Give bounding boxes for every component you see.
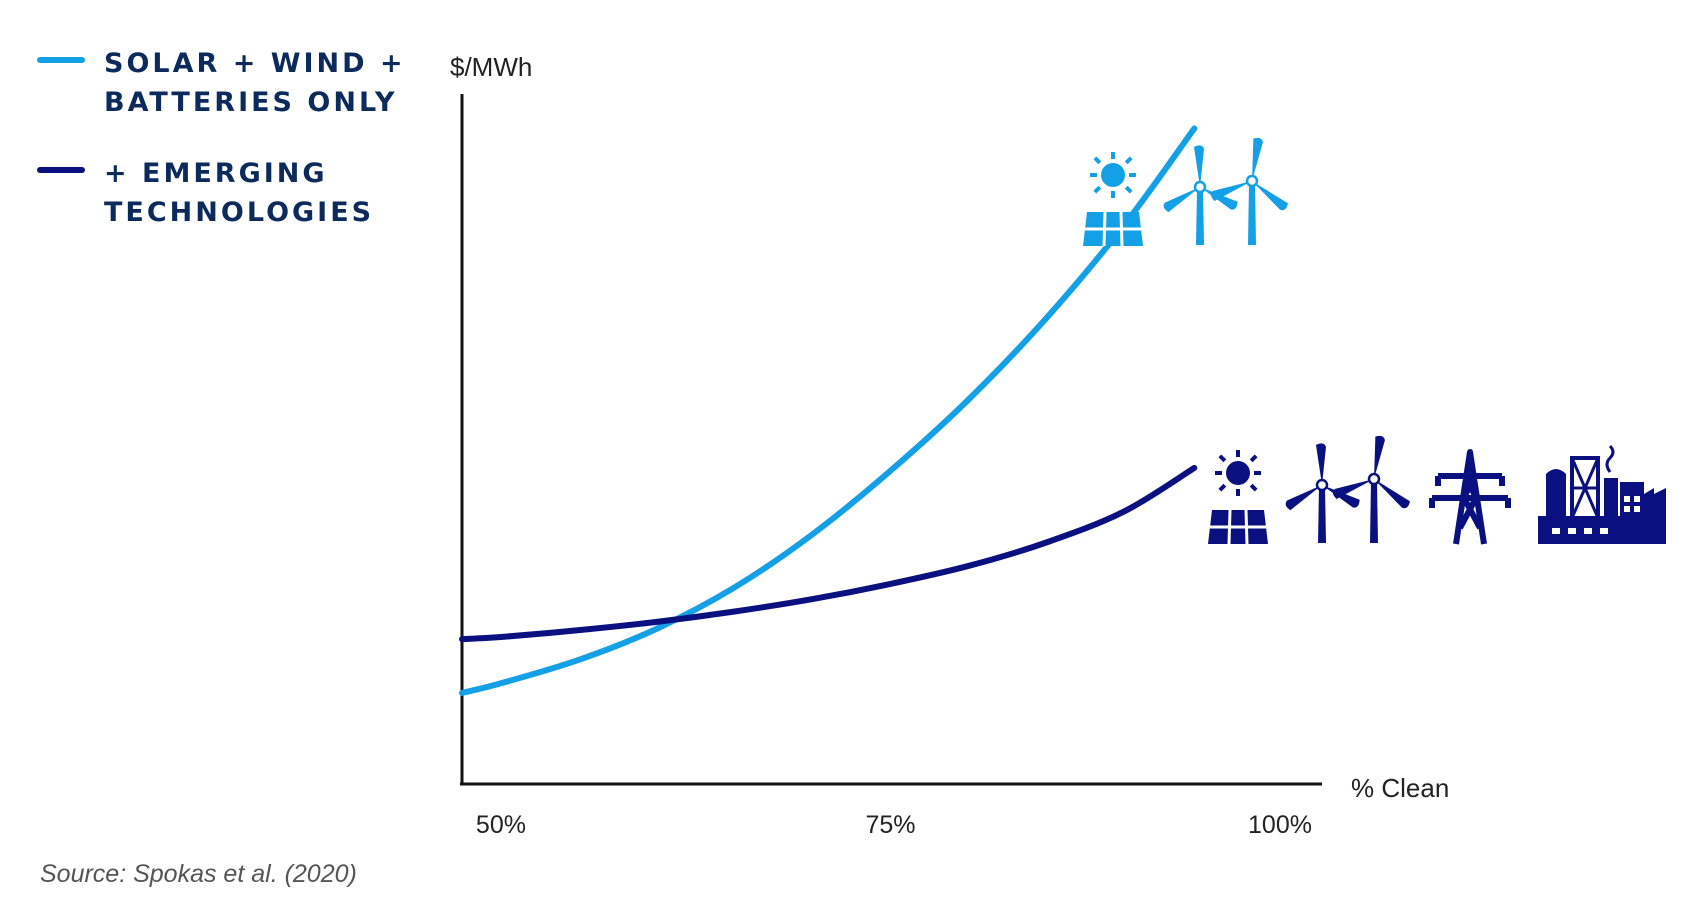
legend-label-solar-wind-batteries-line2: BATTERIES ONLY [104,87,398,118]
legend-label-emerging-technologies-line1: + EMERGING [104,158,328,189]
industrial-plant-icon [1538,444,1666,544]
series-line-solar-wind-batteries [459,125,1198,696]
series-layer [459,125,1198,696]
wind-turbines-icon [1285,435,1411,543]
wind-turbine-icon [1332,435,1411,543]
transmission-tower-icon [1429,449,1511,545]
x-tick-label: 75% [865,811,915,839]
x-tick-labels: 50% 75% 100% [476,811,1312,839]
wind-turbine-icon [1285,443,1360,543]
wind-turbine-icon [1210,137,1289,245]
x-tick-label: 50% [476,811,526,839]
legend-label-solar-wind-batteries-line1: SOLAR + WIND + [104,48,406,79]
wind-turbines-icon [1163,137,1289,245]
series-line-emerging-technologies [459,464,1198,643]
source-note: Source: Spokas et al. (2020) [40,860,357,888]
solar-panel-icon [1208,450,1268,545]
x-axis-label: % Clean [1351,773,1449,803]
y-axis-label: $/MWh [450,52,532,82]
legend-label-emerging-technologies-line2: TECHNOLOGIES [104,197,374,228]
x-tick-label: 100% [1248,811,1312,839]
legend: SOLAR + WIND + BATTERIES ONLY + EMERGING… [37,48,406,228]
wind-turbine-icon [1163,145,1238,245]
solar-panel-icon [1083,152,1143,247]
